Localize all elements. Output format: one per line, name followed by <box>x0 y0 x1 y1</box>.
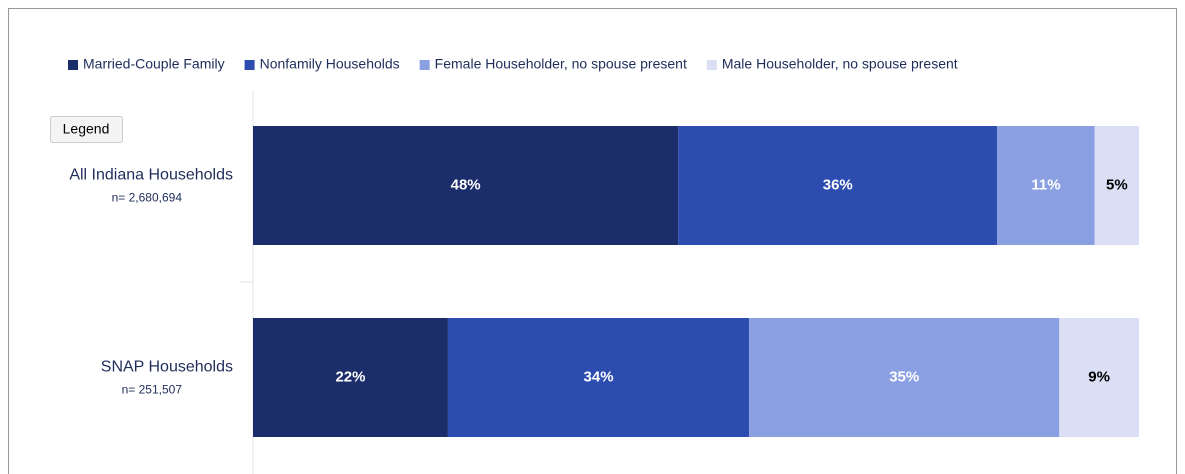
data-label: 5% <box>1106 176 1128 193</box>
legend-label: Nonfamily Households <box>260 56 400 72</box>
legend-swatch <box>244 60 255 70</box>
category-label: SNAP Households <box>101 359 233 376</box>
legend-label: Female Householder, no spouse present <box>435 56 687 72</box>
data-label: 48% <box>451 176 481 193</box>
bar-segment <box>749 318 1060 437</box>
bar-segment <box>1059 318 1139 437</box>
bar-segment <box>253 126 679 245</box>
bar-segment <box>253 318 448 437</box>
legend-swatch <box>706 60 717 70</box>
category-note: n= 251,507 <box>122 383 183 397</box>
data-label: 22% <box>335 368 365 385</box>
bar-segment <box>447 318 750 437</box>
bar-segment <box>678 126 998 245</box>
legend-label: Married-Couple Family <box>83 56 225 72</box>
legend-swatch <box>419 60 430 70</box>
data-label: 9% <box>1088 368 1110 385</box>
legend-label: Male Householder, no spouse present <box>722 56 958 72</box>
legend-swatch <box>68 60 78 70</box>
frame <box>8 8 1177 474</box>
data-label: 34% <box>584 368 614 385</box>
data-label: 36% <box>823 176 853 193</box>
button-box[interactable] <box>50 116 123 143</box>
category-label: All Indiana Households <box>69 167 233 184</box>
button-label[interactable]: Legend <box>63 121 110 137</box>
data-label: 11% <box>1031 176 1060 193</box>
bar-segment <box>997 126 1095 245</box>
legend-button[interactable]: Legend <box>50 116 123 143</box>
category-note: n= 2,680,694 <box>112 191 183 205</box>
data-label: 35% <box>889 368 919 385</box>
bar-segment <box>1094 126 1139 245</box>
